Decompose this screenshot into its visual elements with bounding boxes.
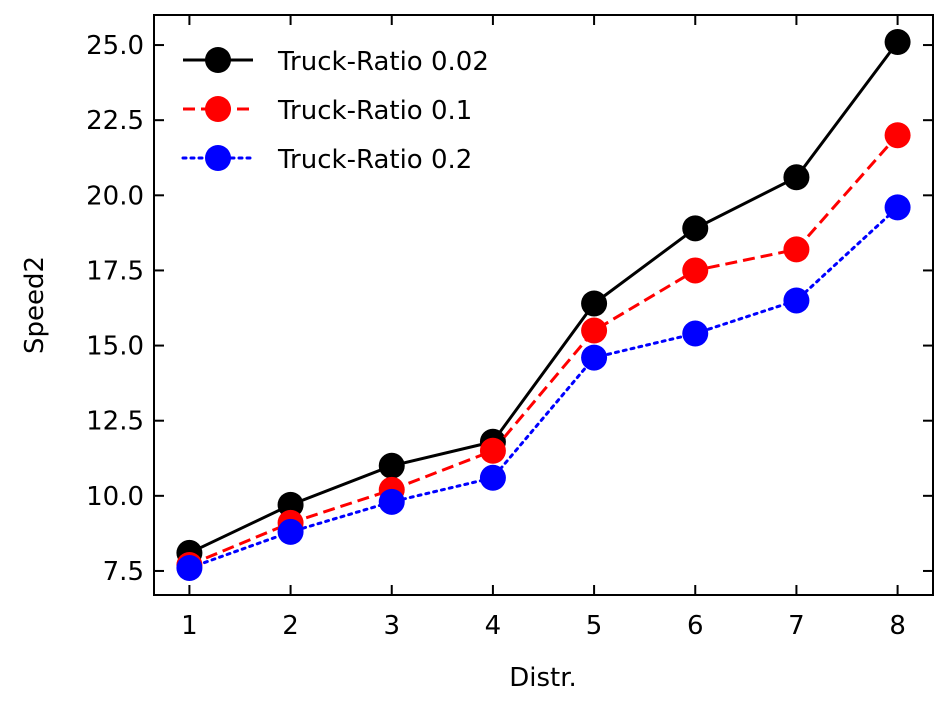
- series-1: [176, 29, 911, 566]
- data-point: [682, 215, 709, 242]
- y-tick-label: 17.5: [86, 256, 144, 286]
- legend-marker: [205, 145, 231, 171]
- series-group: [176, 29, 911, 581]
- data-point: [581, 344, 608, 371]
- legend-entry: Truck-Ratio 0.2: [181, 145, 472, 175]
- data-point: [277, 491, 304, 518]
- legend-marker: [205, 96, 231, 122]
- x-tick-label: 1: [181, 611, 198, 641]
- y-tick-label: 10.0: [86, 482, 144, 512]
- x-axis-label: Distr.: [509, 663, 577, 693]
- series-line: [187, 205, 900, 570]
- series-3: [176, 194, 911, 581]
- legend-entry: Truck-Ratio 0.02: [183, 47, 489, 77]
- series-line: [188, 134, 899, 567]
- x-tick-label: 3: [383, 611, 400, 641]
- y-tick-label: 12.5: [86, 407, 144, 437]
- data-point: [479, 464, 506, 491]
- y-tick-label: 20.0: [86, 181, 144, 211]
- y-tick-label: 7.5: [103, 557, 144, 587]
- x-tick-label: 8: [889, 611, 906, 641]
- legend-marker: [205, 47, 231, 73]
- data-point: [783, 164, 810, 191]
- data-point: [176, 554, 203, 581]
- data-point: [783, 236, 810, 263]
- data-point: [378, 488, 405, 515]
- y-tick-label: 25.0: [86, 31, 144, 61]
- x-tick-label: 4: [485, 611, 502, 641]
- data-point: [479, 437, 506, 464]
- y-tick-label: 22.5: [86, 106, 144, 136]
- legend-entry: Truck-Ratio 0.1: [183, 96, 472, 126]
- data-point: [884, 122, 911, 149]
- data-point: [884, 194, 911, 221]
- data-point: [277, 518, 304, 545]
- series-line: [188, 41, 899, 555]
- data-point: [783, 287, 810, 314]
- plot-frame: [153, 14, 934, 596]
- x-tick-label: 5: [586, 611, 603, 641]
- data-point: [378, 452, 405, 479]
- legend-label: Truck-Ratio 0.2: [277, 145, 472, 175]
- legend: Truck-Ratio 0.02 Truck-Ratio 0.1 Truck-Rat…: [181, 47, 489, 175]
- x-tick-label: 6: [687, 611, 704, 641]
- data-point: [682, 320, 709, 347]
- data-point: [682, 257, 709, 284]
- x-tick-label: 2: [282, 611, 299, 641]
- legend-label: Truck-Ratio 0.02: [277, 47, 489, 77]
- y-tick-label: 15.0: [86, 332, 144, 362]
- legend-label: Truck-Ratio 0.1: [277, 96, 472, 126]
- data-point: [884, 29, 911, 56]
- axis-ticks: 1 2 3 4 5 6 7 8 7.5 10.0 12.5 15.0 17.5 20.0 22.5 25.0: [86, 15, 933, 641]
- y-axis-label: Speed2: [20, 256, 50, 354]
- data-point: [581, 290, 608, 317]
- x-tick-label: 7: [788, 611, 805, 641]
- axes-frame: [153, 14, 934, 596]
- data-point: [581, 317, 608, 344]
